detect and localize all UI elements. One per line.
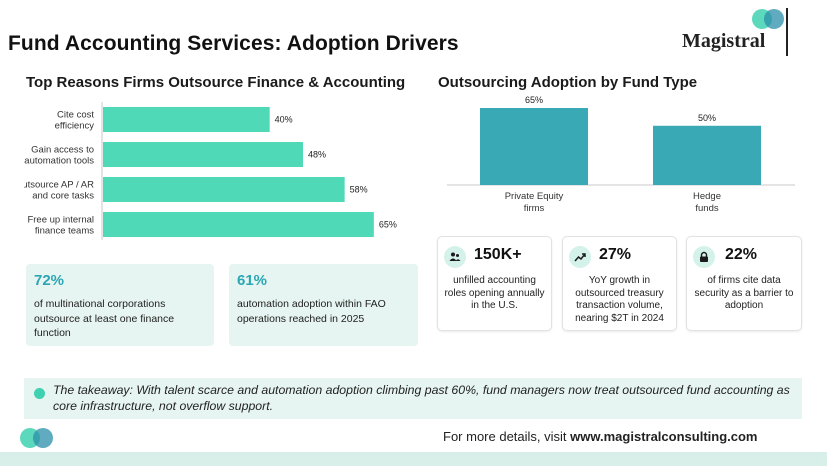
mini-card-unfilled-roles: 150K+ unfilled accounting roles opening … bbox=[437, 236, 552, 331]
category-label-3: Free up internal finance teams bbox=[27, 215, 94, 237]
logo-divider bbox=[786, 8, 788, 56]
stat-value: 61% bbox=[237, 272, 268, 289]
category-label-line: efficiency bbox=[55, 121, 95, 132]
stat-value: 72% bbox=[34, 272, 65, 289]
category-label-line: Gain access to bbox=[31, 145, 94, 156]
footer-prefix: For more details, visit bbox=[443, 429, 571, 444]
people-icon bbox=[444, 246, 466, 268]
mini-card-description: of firms cite data security as a barrier… bbox=[694, 275, 794, 311]
category-label-line: funds bbox=[695, 203, 718, 214]
right-section-title: Outsourcing Adoption by Fund Type bbox=[438, 74, 698, 91]
category-label-line: firms bbox=[524, 203, 545, 214]
lock-icon bbox=[693, 246, 715, 268]
mini-card-value: 22% bbox=[725, 246, 758, 263]
category-label-line: Outsource AP / AR bbox=[24, 180, 94, 191]
bullet-dot-icon bbox=[34, 388, 45, 399]
footer-link[interactable]: www.magistralconsulting.com bbox=[570, 429, 758, 444]
category-label-0: Private Equity firms bbox=[505, 191, 564, 214]
footer-strip bbox=[0, 452, 827, 466]
category-label-line: and core tasks bbox=[32, 191, 94, 202]
bar-0 bbox=[103, 107, 270, 132]
mini-card-treasury-growth: 27% YoY growth in outsourced treasury tr… bbox=[562, 236, 677, 331]
stat-description: automation adoption within FAO operation… bbox=[237, 298, 386, 325]
mini-card-security-barrier: 22% of firms cite data security as a bar… bbox=[686, 236, 802, 331]
data-label-2: 58% bbox=[350, 185, 368, 195]
category-label-line: Hedge bbox=[693, 191, 721, 202]
bar-2 bbox=[103, 177, 345, 202]
bar-3 bbox=[103, 212, 374, 237]
data-label-1: 50% bbox=[698, 113, 716, 123]
logo-circle-icon bbox=[33, 428, 53, 448]
stat-card-automation: 61% automation adoption within FAO opera… bbox=[229, 264, 418, 346]
page-title: Fund Accounting Services: Adoption Drive… bbox=[8, 32, 459, 55]
column-1 bbox=[653, 125, 761, 185]
logo-circle-icon bbox=[764, 9, 784, 29]
category-label-line: Free up internal bbox=[27, 215, 94, 226]
brand-name: Magistral bbox=[682, 30, 766, 52]
footer-note: For more details, visit www.magistralcon… bbox=[443, 429, 757, 444]
category-label-1: Gain access to automation tools bbox=[24, 145, 94, 167]
bar-1 bbox=[103, 142, 303, 167]
brand-logo: Magistral bbox=[682, 8, 792, 58]
category-label-line: Private Equity bbox=[505, 191, 564, 202]
takeaway-text: The takeaway: With talent scarce and aut… bbox=[53, 383, 790, 413]
category-label-line: automation tools bbox=[24, 156, 94, 167]
data-label-1: 48% bbox=[308, 150, 326, 160]
data-label-0: 65% bbox=[525, 95, 543, 105]
mini-card-value: 150K+ bbox=[474, 246, 522, 263]
mini-card-value: 27% bbox=[599, 246, 632, 263]
column-0 bbox=[480, 108, 588, 185]
category-label-line: Cite cost bbox=[57, 110, 94, 121]
trend-up-icon bbox=[569, 246, 591, 268]
left-section-title: Top Reasons Firms Outsource Finance & Ac… bbox=[26, 74, 406, 91]
mini-card-description: YoY growth in outsourced treasury transa… bbox=[575, 275, 664, 324]
data-label-0: 40% bbox=[275, 115, 293, 125]
takeaway-banner: The takeaway: With talent scarce and aut… bbox=[24, 378, 802, 419]
category-label-0: Cite cost efficiency bbox=[55, 110, 95, 132]
stat-card-multinationals: 72% of multinational corporations outsou… bbox=[26, 264, 214, 346]
category-label-1: Hedge funds bbox=[693, 191, 721, 214]
category-label-line: finance teams bbox=[35, 226, 94, 237]
stat-description: of multinational corporations outsource … bbox=[34, 298, 175, 339]
data-label-3: 65% bbox=[379, 220, 397, 230]
mini-card-description: unfilled accounting roles opening annual… bbox=[444, 275, 545, 311]
fund-type-bar-chart: 65% Private Equity firms 50% Hedge funds bbox=[447, 95, 795, 214]
footer-logo bbox=[20, 428, 60, 450]
